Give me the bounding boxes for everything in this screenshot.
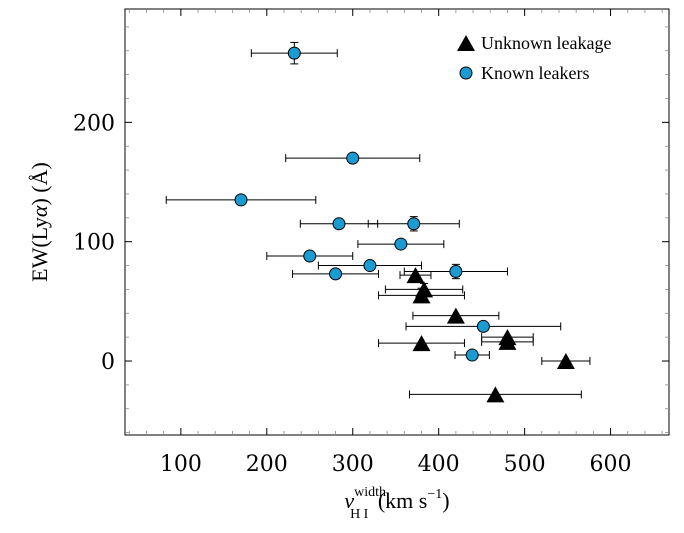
x-axis-unit-end: ) bbox=[442, 488, 449, 513]
minor-ticks bbox=[125, 9, 669, 435]
legend-circle-marker bbox=[459, 66, 473, 80]
y-tick-labels: 0 100 200 bbox=[73, 111, 115, 375]
x-tick-label: 400 bbox=[418, 452, 460, 477]
triangle-marker bbox=[486, 386, 505, 403]
x-tick-label: 600 bbox=[590, 452, 632, 477]
circle-marker bbox=[234, 193, 248, 207]
data-markers bbox=[234, 46, 575, 403]
circle-marker bbox=[449, 265, 463, 279]
circle-marker bbox=[407, 217, 421, 231]
legend: Unknown leakage Known leakers bbox=[457, 33, 611, 83]
triangle-marker bbox=[556, 353, 575, 370]
circle-marker bbox=[476, 319, 490, 333]
legend-label-unknown: Unknown leakage bbox=[481, 33, 611, 53]
circle-marker bbox=[394, 237, 408, 251]
triangle-marker bbox=[412, 287, 431, 304]
major-ticks bbox=[125, 9, 669, 435]
circle-marker bbox=[287, 46, 301, 60]
triangle-marker bbox=[498, 333, 517, 350]
triangle-marker bbox=[446, 307, 465, 324]
y-axis-suffix: ) (Å) bbox=[27, 162, 52, 205]
circle-marker bbox=[346, 151, 360, 165]
x-tick-label: 300 bbox=[332, 452, 374, 477]
x-tick-label: 500 bbox=[504, 452, 546, 477]
y-axis-prefix: EW(Ly bbox=[27, 217, 52, 282]
x-axis-sub: H I bbox=[350, 507, 369, 522]
y-tick-label: 0 bbox=[101, 350, 115, 375]
error-bars bbox=[165, 41, 591, 399]
y-tick-label: 100 bbox=[73, 231, 115, 256]
x-axis-unit-sup: −1 bbox=[427, 487, 442, 502]
legend-label-known: Known leakers bbox=[481, 63, 589, 83]
x-axis-sup: width bbox=[354, 485, 386, 500]
x-tick-label: 100 bbox=[160, 452, 202, 477]
x-tick-label: 200 bbox=[246, 452, 288, 477]
x-axis-title: vwidth H I (km s−1) bbox=[344, 485, 449, 522]
x-axis-unit: (km s bbox=[372, 488, 427, 513]
x-tick-labels: 100 200 300 400 500 600 bbox=[160, 452, 632, 477]
y-tick-label: 200 bbox=[73, 111, 115, 136]
circle-marker bbox=[329, 267, 343, 281]
triangle-marker bbox=[406, 267, 425, 284]
circle-marker bbox=[332, 217, 346, 231]
x-axis-var: v bbox=[344, 488, 354, 513]
circle-marker bbox=[363, 259, 377, 273]
triangle-marker bbox=[412, 335, 431, 352]
plot-frame bbox=[124, 8, 670, 436]
y-axis-title: EW(Lyα) (Å) bbox=[27, 162, 52, 282]
legend-triangle-marker bbox=[457, 35, 475, 51]
circle-marker bbox=[465, 348, 479, 362]
circle-marker bbox=[303, 249, 317, 263]
y-axis-alpha: α bbox=[27, 205, 52, 217]
